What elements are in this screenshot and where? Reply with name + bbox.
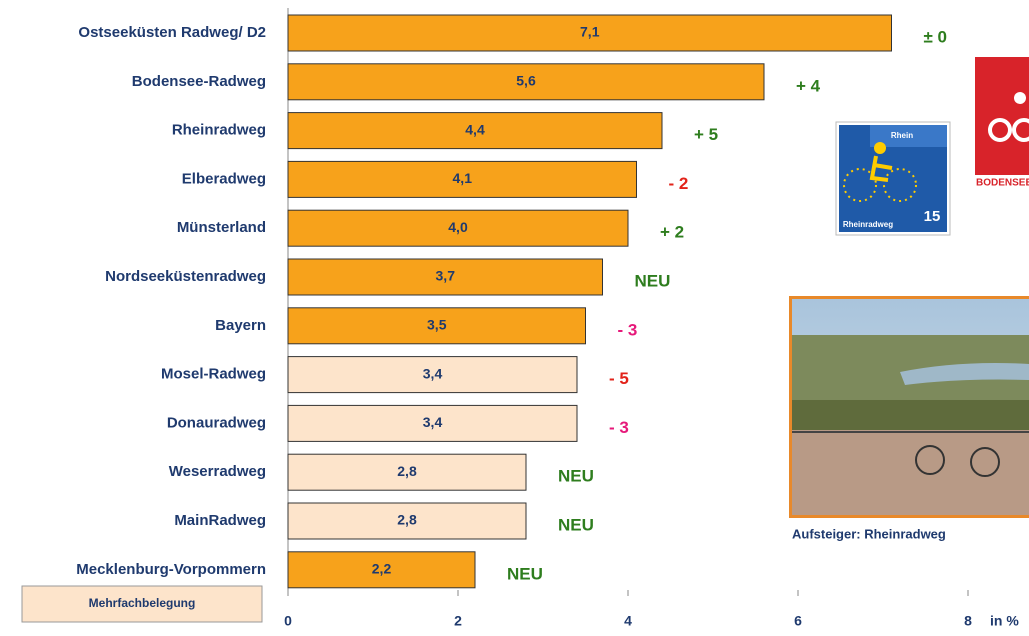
value-label: 7,1	[580, 24, 600, 40]
value-label: 3,5	[427, 317, 447, 333]
x-tick-label: 2	[454, 613, 462, 629]
value-label: 2,8	[397, 512, 417, 528]
logo-top: Rhein	[891, 131, 913, 140]
value-label: 2,2	[372, 561, 392, 577]
y-tick-label: Bayern	[215, 317, 266, 334]
y-tick-label: Nordseeküstenradweg	[105, 268, 266, 285]
logo-text: BODENSEE	[976, 178, 1029, 189]
rheinradweg-logo: Rhein Rheinradweg 15	[836, 122, 950, 235]
logo-number: 15	[924, 208, 941, 225]
y-tick-label: MainRadweg	[174, 512, 266, 529]
change-label: - 5	[609, 369, 629, 388]
change-label: ± 0	[924, 27, 948, 46]
x-tick-label: 6	[794, 613, 802, 629]
change-label: NEU	[635, 271, 671, 290]
photo-caption: Aufsteiger: Rheinradweg	[792, 526, 946, 541]
value-label: 4,0	[448, 219, 468, 235]
value-label: 3,7	[436, 268, 456, 284]
value-label: 5,6	[516, 73, 536, 89]
photo	[789, 296, 1029, 518]
bodensee-logo: BODENSEE	[975, 57, 1029, 190]
change-label: + 5	[694, 125, 718, 144]
x-axis-label: in %	[990, 613, 1019, 629]
y-tick-label: Elberadweg	[182, 170, 266, 187]
chart: Rhein Rheinradweg 15 BODENSEE Aufsteiger…	[0, 0, 1029, 631]
change-label: - 3	[609, 418, 629, 437]
x-tick-label: 0	[284, 613, 292, 629]
change-label: + 4	[796, 76, 821, 95]
legend-label: Mehrfachbelegung	[89, 596, 196, 610]
change-label: - 3	[618, 320, 638, 339]
value-label: 4,4	[465, 121, 485, 137]
x-tick-label: 8	[964, 613, 972, 629]
y-tick-label: Donauradweg	[167, 414, 266, 431]
logo-name: Rheinradweg	[843, 220, 893, 229]
change-label: NEU	[558, 467, 594, 486]
x-tick-label: 4	[624, 613, 632, 629]
y-tick-label: Mecklenburg-Vorpommern	[76, 561, 266, 578]
y-tick-label: Ostseeküsten Radweg/ D2	[78, 24, 266, 41]
change-label: - 2	[669, 174, 689, 193]
value-label: 4,1	[453, 170, 473, 186]
y-tick-label: Bodensee-Radweg	[132, 73, 266, 90]
y-tick-label: Mosel-Radweg	[161, 366, 266, 383]
y-tick-label: Weserradweg	[169, 463, 266, 480]
value-label: 3,4	[423, 365, 443, 381]
value-label: 2,8	[397, 463, 417, 479]
change-label: + 2	[660, 223, 684, 242]
value-label: 3,4	[423, 414, 443, 430]
change-label: NEU	[507, 564, 543, 583]
change-label: NEU	[558, 515, 594, 534]
y-tick-label: Münsterland	[177, 219, 266, 236]
y-tick-label: Rheinradweg	[172, 122, 266, 139]
